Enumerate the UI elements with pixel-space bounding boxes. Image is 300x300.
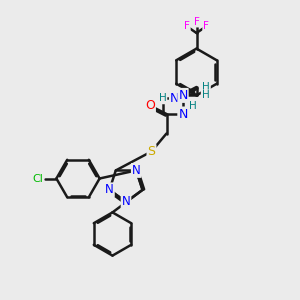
Text: N: N [170, 92, 179, 105]
Text: F: F [194, 16, 200, 27]
Text: O: O [145, 99, 155, 112]
Text: H: H [202, 90, 209, 100]
Text: N: N [105, 183, 114, 196]
Text: F: F [184, 21, 190, 32]
Text: H: H [202, 82, 210, 92]
Text: N: N [178, 89, 188, 102]
Text: Cl: Cl [32, 173, 43, 184]
Text: F: F [203, 21, 209, 32]
Text: N: N [178, 107, 188, 121]
Text: N: N [122, 195, 130, 208]
Text: H: H [189, 100, 196, 111]
Text: N: N [132, 164, 141, 177]
Text: H: H [159, 93, 167, 103]
Text: S: S [148, 145, 155, 158]
